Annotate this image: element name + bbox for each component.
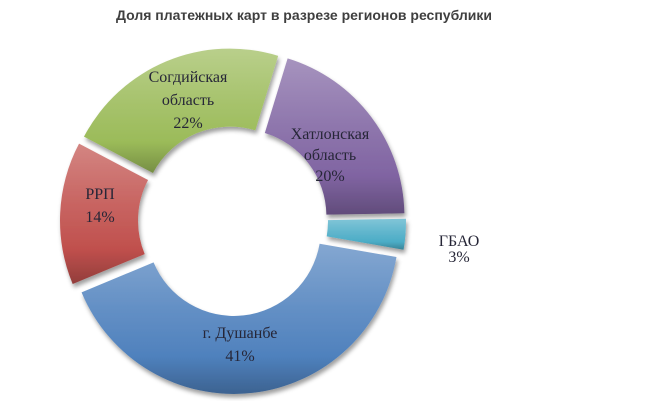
donut-slice-2: [81, 243, 397, 394]
donut-slices: [60, 48, 406, 394]
chart-title: Доля платежных карт в разрезе регионов р…: [116, 7, 492, 23]
slice-label-4: Согдийская область 22%: [149, 69, 228, 132]
donut-slice-1: [326, 218, 406, 250]
slice-labels: Хатлонская область 20% ГБАО 3% г. Душанбе 41% Р…: [85, 69, 479, 365]
slice-label-0: Хатлонская область 20%: [291, 126, 370, 185]
slice-label-3: РРП 14%: [85, 186, 115, 226]
donut-slice-3: [60, 143, 149, 285]
donut-slice-0: [264, 58, 405, 215]
donut-slice-4: [83, 48, 279, 174]
slice-label-2: г. Душанбе 41%: [203, 325, 278, 365]
slice-label-1: ГБАО 3%: [439, 233, 480, 266]
